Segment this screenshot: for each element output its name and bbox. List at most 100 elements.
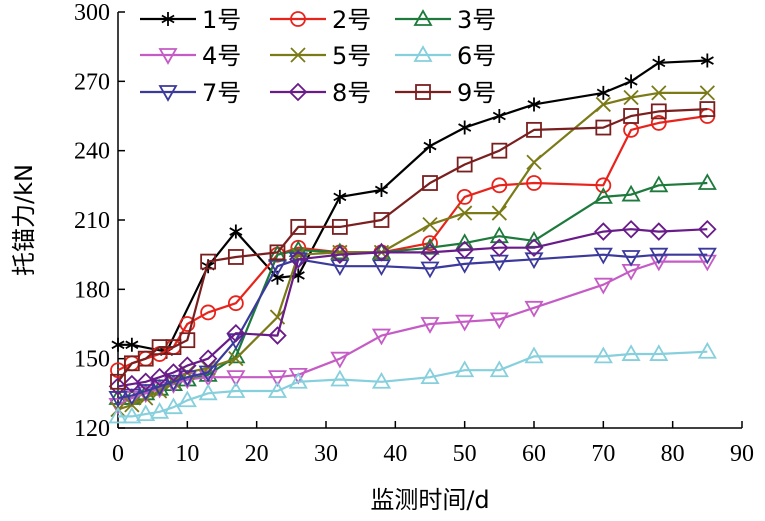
x-tick-label: 10	[175, 441, 199, 467]
data-point	[456, 156, 473, 173]
data-point	[177, 390, 197, 408]
series-8	[108, 219, 717, 396]
data-point	[624, 74, 638, 89]
data-point	[621, 219, 641, 239]
data-point	[595, 119, 612, 136]
legend-item-9: 9号	[395, 79, 496, 107]
data-point	[268, 326, 287, 345]
data-point	[136, 372, 156, 392]
x-axis-title: 监测时间/d	[370, 486, 489, 514]
data-point	[596, 85, 610, 100]
y-tick-label: 270	[74, 69, 110, 95]
data-point	[108, 406, 128, 424]
x-tick-label: 40	[383, 441, 407, 467]
legend-item-4: 4号	[140, 42, 241, 70]
data-point	[649, 344, 669, 361]
x-axis-ticks: 0 10 20 30 40 50 60 70 80 90	[112, 421, 754, 467]
data-point	[491, 205, 507, 221]
data-point	[697, 341, 717, 359]
x-tick-label: 30	[314, 441, 338, 467]
data-point	[621, 250, 641, 267]
legend-swatch-marker	[290, 11, 306, 27]
x-tick-label: 90	[730, 441, 754, 467]
data-point	[226, 323, 246, 343]
series-9	[110, 101, 716, 390]
data-point	[200, 304, 217, 321]
series-line	[117, 108, 708, 383]
data-point	[150, 379, 170, 397]
legend-item-5: 5号	[270, 42, 371, 70]
data-point	[422, 235, 438, 252]
legend: 1号 2号 3号 4号 5号 6号 7号 8号 9号	[140, 6, 496, 107]
data-point	[456, 188, 473, 205]
series-2	[110, 108, 716, 379]
legend-item-2: 2号	[270, 6, 371, 34]
data-point	[227, 295, 244, 312]
data-point	[331, 219, 348, 235]
data-point	[526, 154, 542, 170]
data-point	[111, 337, 125, 352]
legend-label: 2号	[332, 6, 371, 34]
data-point	[163, 397, 184, 415]
data-point	[150, 381, 170, 399]
data-point	[697, 247, 717, 265]
data-point	[420, 261, 440, 279]
data-point	[650, 103, 667, 120]
series-7	[108, 247, 717, 408]
legend-swatch-marker	[288, 82, 308, 102]
data-point	[288, 252, 308, 270]
series-line	[117, 91, 708, 411]
data-point	[163, 374, 184, 392]
data-point	[420, 237, 440, 255]
data-point	[125, 337, 139, 352]
data-point	[122, 406, 142, 424]
series-1	[111, 53, 714, 359]
data-point	[423, 139, 437, 154]
data-point	[524, 252, 544, 270]
data-point	[527, 97, 541, 112]
data-point	[491, 177, 508, 194]
data-point	[226, 381, 246, 398]
legend-label: 5号	[332, 42, 371, 70]
legend-label: 9号	[457, 79, 496, 107]
data-point	[122, 388, 142, 406]
data-point	[526, 121, 542, 138]
legend-label: 3号	[457, 6, 496, 34]
data-point	[178, 356, 197, 375]
data-point	[422, 175, 438, 191]
data-point	[649, 175, 669, 193]
data-point	[593, 247, 613, 265]
data-point	[455, 314, 475, 332]
data-point	[492, 109, 506, 123]
y-tick-label: 240	[74, 139, 110, 165]
y-tick-label: 210	[74, 208, 110, 234]
data-point	[288, 367, 308, 385]
series-line	[118, 350, 708, 418]
x-tick-label: 80	[661, 441, 685, 467]
data-point	[330, 369, 350, 387]
data-point	[330, 351, 350, 369]
data-point	[290, 219, 307, 235]
data-point	[198, 383, 218, 401]
data-point	[267, 381, 288, 398]
data-point	[595, 96, 611, 113]
data-point	[371, 328, 392, 346]
data-point	[179, 332, 196, 349]
legend-swatch-marker	[161, 12, 175, 26]
data-point	[136, 404, 156, 422]
data-point	[227, 249, 244, 265]
series-6	[108, 341, 717, 424]
data-point	[621, 344, 641, 361]
data-point	[108, 391, 128, 408]
data-point	[623, 108, 639, 124]
y-tick-label: 300	[74, 0, 110, 26]
data-point	[164, 363, 183, 382]
data-point	[489, 312, 509, 330]
data-point	[137, 350, 154, 367]
data-point	[593, 187, 613, 204]
legend-swatch-marker	[158, 85, 178, 102]
data-point	[330, 245, 350, 264]
data-point	[150, 367, 169, 387]
data-point	[699, 101, 716, 117]
data-point	[374, 182, 389, 197]
